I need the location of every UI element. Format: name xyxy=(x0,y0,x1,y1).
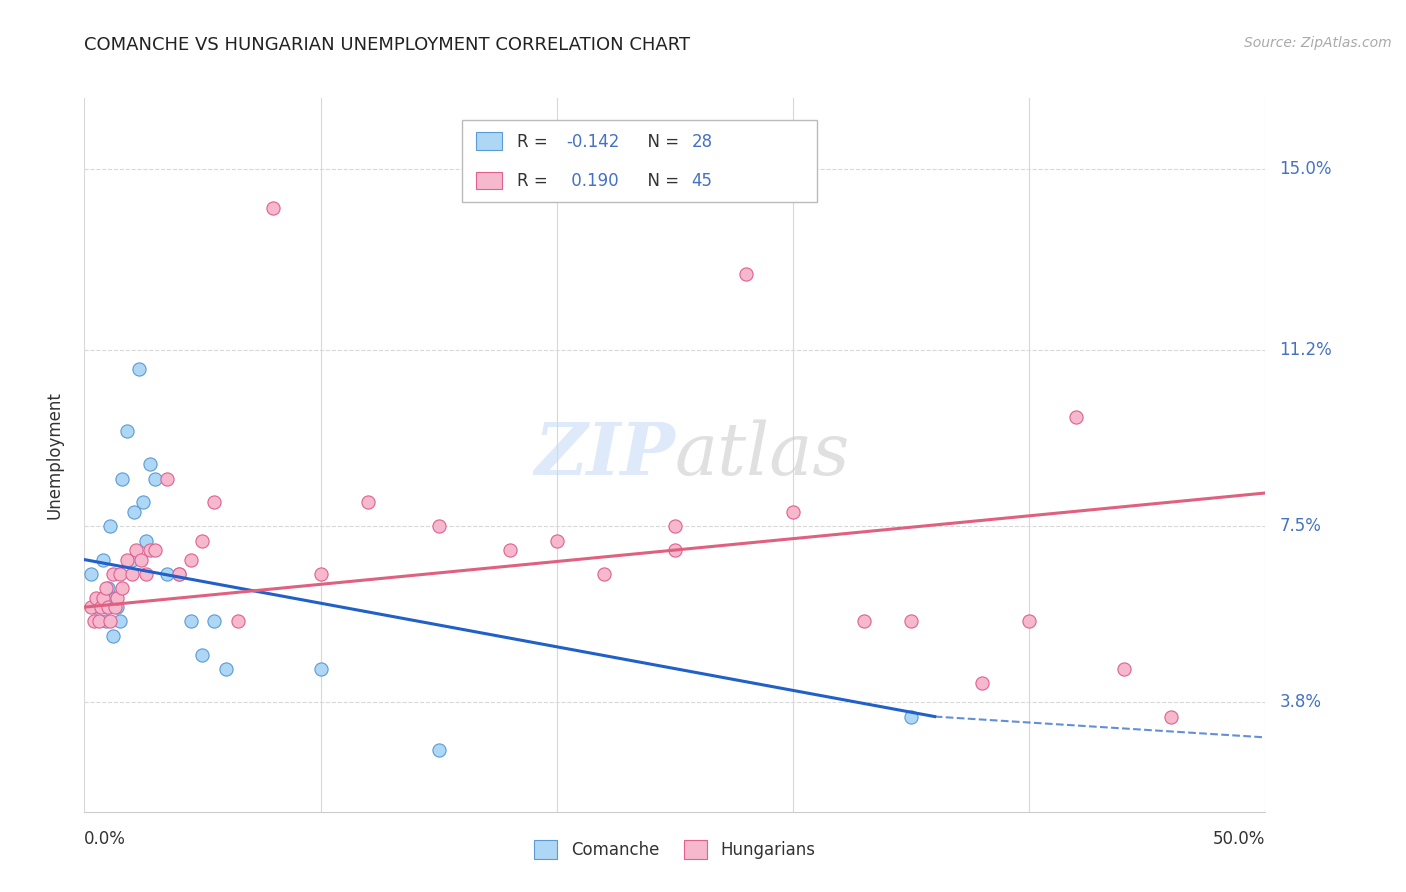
Point xyxy=(104,591,127,605)
Point xyxy=(128,362,150,376)
Point xyxy=(101,629,124,643)
Text: 15.0%: 15.0% xyxy=(1279,161,1331,178)
Text: 0.190: 0.190 xyxy=(567,172,619,190)
Point xyxy=(121,566,143,581)
Point xyxy=(129,552,152,566)
Text: COMANCHE VS HUNGARIAN UNEMPLOYMENT CORRELATION CHART: COMANCHE VS HUNGARIAN UNEMPLOYMENT CORRE… xyxy=(84,36,690,54)
Point xyxy=(852,615,875,629)
Point xyxy=(115,424,138,438)
Text: 45: 45 xyxy=(692,172,713,190)
Point xyxy=(121,552,143,566)
Text: 11.2%: 11.2% xyxy=(1279,342,1331,359)
Point xyxy=(427,519,450,533)
Text: N =: N = xyxy=(637,172,685,190)
Point xyxy=(91,552,114,566)
Text: N =: N = xyxy=(637,133,685,151)
Point xyxy=(108,615,131,629)
Point xyxy=(97,581,120,595)
Point xyxy=(139,543,162,558)
Point xyxy=(191,533,214,548)
Point xyxy=(139,458,162,472)
Point xyxy=(107,591,129,605)
Point xyxy=(1160,709,1182,723)
Point xyxy=(122,505,145,519)
FancyBboxPatch shape xyxy=(477,171,502,189)
Point xyxy=(357,495,380,509)
Point xyxy=(734,267,756,281)
Point xyxy=(191,648,214,662)
Point xyxy=(107,600,129,615)
Point xyxy=(125,543,148,558)
Point xyxy=(593,566,616,581)
Point xyxy=(202,495,225,509)
Point xyxy=(132,495,155,509)
Point xyxy=(970,676,993,690)
Point xyxy=(115,552,138,566)
Point xyxy=(98,519,121,533)
Point xyxy=(664,519,686,533)
Point xyxy=(167,566,190,581)
Point xyxy=(104,600,127,615)
Point xyxy=(498,543,520,558)
Point xyxy=(782,505,804,519)
Text: 3.8%: 3.8% xyxy=(1279,693,1322,711)
Text: 28: 28 xyxy=(692,133,713,151)
Point xyxy=(202,615,225,629)
Point xyxy=(215,662,238,676)
Point xyxy=(1066,409,1088,424)
Point xyxy=(309,566,332,581)
Text: Source: ZipAtlas.com: Source: ZipAtlas.com xyxy=(1244,36,1392,50)
Text: 7.5%: 7.5% xyxy=(1279,517,1322,535)
Point xyxy=(1112,662,1135,676)
Point xyxy=(80,566,103,581)
Point xyxy=(111,581,134,595)
Point xyxy=(156,566,179,581)
Point xyxy=(900,615,922,629)
Point xyxy=(91,591,114,605)
Point xyxy=(664,543,686,558)
Point xyxy=(101,566,124,581)
Point xyxy=(87,615,110,629)
Point xyxy=(167,566,190,581)
Point xyxy=(180,552,202,566)
FancyBboxPatch shape xyxy=(463,120,817,202)
Point xyxy=(84,600,107,615)
Text: ZIP: ZIP xyxy=(534,419,675,491)
Point xyxy=(97,600,120,615)
Text: atlas: atlas xyxy=(675,419,851,491)
Point xyxy=(180,615,202,629)
Point xyxy=(900,709,922,723)
Text: 0.0%: 0.0% xyxy=(84,830,127,847)
Text: R =: R = xyxy=(516,133,553,151)
Point xyxy=(262,201,284,215)
Text: R =: R = xyxy=(516,172,553,190)
Point xyxy=(226,615,249,629)
Text: 50.0%: 50.0% xyxy=(1213,830,1265,847)
FancyBboxPatch shape xyxy=(477,132,502,150)
Point xyxy=(111,472,134,486)
Point xyxy=(84,591,107,605)
Point xyxy=(546,533,568,548)
Point xyxy=(156,472,179,486)
Point xyxy=(80,600,103,615)
Point xyxy=(83,615,105,629)
Point xyxy=(90,600,112,615)
Point xyxy=(108,566,131,581)
Text: -0.142: -0.142 xyxy=(567,133,620,151)
Point xyxy=(143,472,166,486)
Point xyxy=(135,566,157,581)
Point xyxy=(427,743,450,757)
Point xyxy=(94,581,117,595)
Y-axis label: Unemployment: Unemployment xyxy=(45,391,63,519)
Legend: Comanche, Hungarians: Comanche, Hungarians xyxy=(526,831,824,868)
Point xyxy=(98,615,121,629)
Point xyxy=(94,615,117,629)
Point xyxy=(143,543,166,558)
Point xyxy=(1018,615,1040,629)
Point xyxy=(135,533,157,548)
Point xyxy=(309,662,332,676)
